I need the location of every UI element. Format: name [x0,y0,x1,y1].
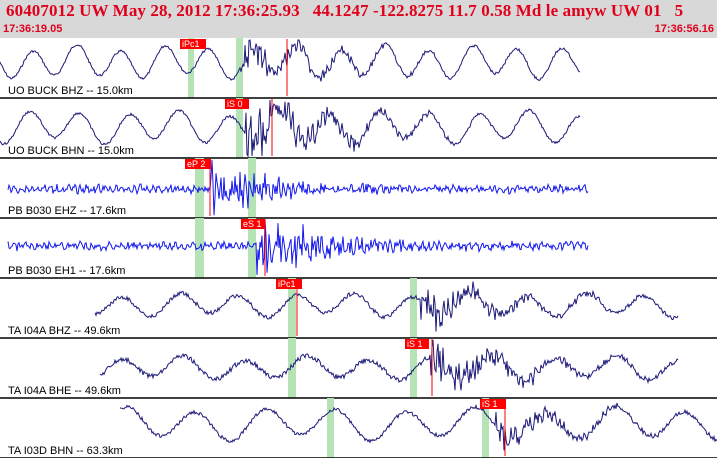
trace-label: UO BUCK BHN -- 15.0km [8,145,134,157]
waveform-trace [99,339,679,391]
pick-flag [225,99,249,109]
waveform-trace [119,402,717,451]
pick-label: iPc1 [182,39,200,49]
phase-window [236,98,243,158]
pick-label: eS 1 [243,219,262,229]
phase-window [288,338,296,398]
waveform-trace [7,159,589,216]
pick-label: eP 2 [187,159,205,169]
waveform-trace [0,99,581,158]
event-header: 60407012 UW May 28, 2012 17:36:25.93 44.… [0,0,717,38]
phase-window [288,278,296,338]
waveform-trace [94,281,679,332]
phase-window [248,218,256,278]
event-title: 60407012 UW May 28, 2012 17:36:25.93 44.… [6,1,684,20]
phase-window [188,38,194,98]
trace-label: UO BUCK BHZ -- 15.0km [8,85,133,97]
waveform-trace [7,219,589,275]
pick-label: iS 1 [482,399,498,409]
trace-label: PB B030 EH1 -- 17.6km [8,265,125,277]
pick-label: iS 0 [227,99,243,109]
phase-window [482,398,489,458]
pick-flag [276,279,302,289]
trace-label: TA I04A BHZ -- 49.6km [8,325,120,337]
trace-label: PB B030 EHZ -- 17.6km [8,205,126,217]
pick-flag [480,399,506,409]
pick-flag [180,39,206,49]
seismogram-panel[interactable]: iPc1 UO BUCK BHZ -- 15.0km iS 0 UO BUCK BHN… [0,38,717,458]
phase-window [327,398,334,458]
waveform-trace [0,39,581,82]
pick-flag [185,159,211,169]
pick-label: iS 1 [407,339,423,349]
pick-label: iPc1 [278,279,296,289]
end-time: 17:36:56.16 [654,23,714,35]
pick-flag [241,219,265,229]
start-time: 17:36:19.05 [3,23,63,35]
phase-window [410,338,417,398]
phase-window [410,278,417,338]
trace-label: TA I03D BHN -- 63.3km [8,445,123,457]
trace-label: TA I04A BHE -- 49.6km [8,385,121,397]
pick-flag [405,339,429,349]
phase-window [248,158,256,218]
